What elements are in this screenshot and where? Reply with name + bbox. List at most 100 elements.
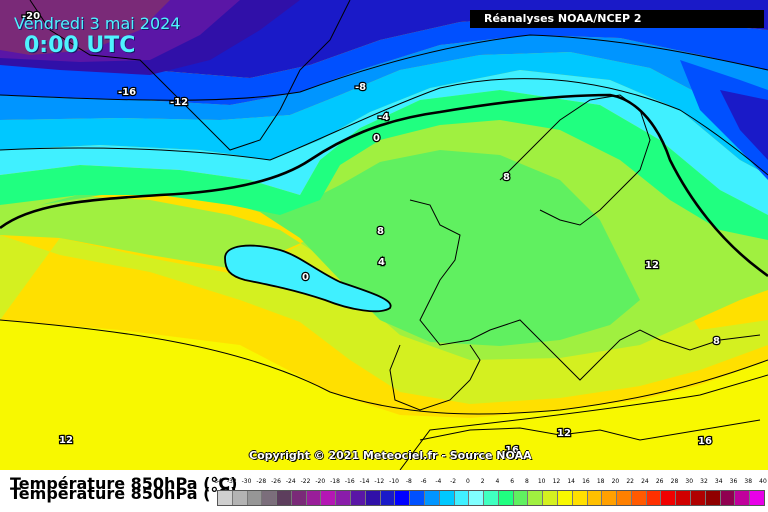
legend-tick-label: -20 bbox=[315, 478, 326, 485]
legend-tick-label: -34 bbox=[212, 478, 222, 485]
legend-swatch bbox=[513, 491, 529, 505]
isotherm-warm-2 bbox=[399, 374, 768, 470]
europe-coastline bbox=[409, 199, 761, 381]
legend-tick-label: 40 bbox=[759, 478, 767, 485]
legend-tick-label: -14 bbox=[359, 478, 370, 485]
isotherm-label: 8 bbox=[713, 336, 720, 347]
legend-swatch bbox=[306, 491, 322, 505]
legend-tick-label: 8 bbox=[524, 478, 529, 485]
legend-tick-label: 6 bbox=[510, 478, 515, 485]
legend-swatch bbox=[291, 491, 307, 505]
legend-swatch bbox=[498, 491, 514, 505]
legend-swatch bbox=[735, 491, 751, 505]
iberia-coastline bbox=[389, 344, 481, 411]
legend-swatch bbox=[720, 491, 736, 505]
legend-tick-label: 22 bbox=[626, 478, 635, 485]
legend-tick-label: 14 bbox=[567, 478, 575, 485]
variable-title-shadow: Température 850hPa (°C) bbox=[10, 484, 238, 503]
isotherm-warm-1 bbox=[0, 319, 768, 415]
legend-swatch bbox=[351, 491, 366, 505]
band-light-blue bbox=[0, 35, 768, 125]
legend-swatch bbox=[528, 491, 544, 505]
band-mint bbox=[0, 90, 768, 240]
legend-ticks: -34 -32 -30 -28 -26 -24 -22 -20 -18 -16 -14 -12 -10-… bbox=[212, 478, 767, 490]
legend-swatch bbox=[365, 491, 381, 505]
legend-tick-label: -24 bbox=[285, 478, 296, 485]
color-legend: -34 -32 -30 -28 -26 -24 -22 -20 -18 -16 -14 -12 -10-… bbox=[212, 478, 767, 506]
legend-swatch bbox=[454, 491, 470, 505]
isotherm-label: 12 bbox=[59, 435, 73, 446]
legend-tick-label: 36 bbox=[729, 478, 738, 485]
legend-tick-label: -6 bbox=[420, 478, 427, 485]
legend-swatch bbox=[395, 491, 411, 505]
legend-swatch bbox=[277, 491, 292, 505]
legend-swatch bbox=[424, 491, 440, 505]
legend-tick-label: 30 bbox=[685, 478, 694, 485]
legend-swatch bbox=[410, 491, 425, 505]
legend-tick-label: 4 bbox=[495, 478, 500, 485]
legend-tick-label: 0 bbox=[465, 478, 470, 485]
legend-swatch bbox=[336, 491, 352, 505]
scandinavia-coastline bbox=[499, 94, 651, 226]
copyright-notice: Copyright © 2021 Meteociel.fr - Source N… bbox=[249, 449, 532, 462]
legend-tick-label: 20 bbox=[611, 478, 620, 485]
legend-swatch bbox=[380, 491, 396, 505]
greenland-outline bbox=[29, 0, 351, 151]
legend-swatch bbox=[617, 491, 632, 505]
isotherm-label: 12 bbox=[557, 428, 571, 439]
legend-tick-label: -8 bbox=[405, 478, 412, 485]
legend-swatch bbox=[572, 491, 588, 505]
band-sky bbox=[0, 52, 768, 175]
legend-swatch bbox=[705, 491, 721, 505]
legend-swatch bbox=[750, 491, 764, 505]
legend-tick-label: 28 bbox=[670, 478, 679, 485]
legend-swatch bbox=[484, 491, 499, 505]
isotherm-label: 0 bbox=[302, 272, 309, 283]
legend-swatch bbox=[661, 491, 677, 505]
source-banner: Réanalyses NOAA/NCEP 2 bbox=[470, 10, 764, 28]
band-green-cyan bbox=[40, 150, 640, 346]
legend-tick-label: 10 bbox=[537, 478, 546, 485]
legend-tick-label: -4 bbox=[435, 478, 442, 485]
isotherm-label: -16 bbox=[118, 87, 136, 98]
legend-tick-label: 12 bbox=[552, 478, 561, 485]
legend-tick-label: 26 bbox=[655, 478, 664, 485]
legend-tick-label: 2 bbox=[480, 478, 485, 485]
band-east-deep-blue bbox=[720, 90, 768, 160]
band-east-blue bbox=[680, 60, 768, 180]
legend-tick-label: -16 bbox=[344, 478, 355, 485]
mediterranean-coastline bbox=[419, 419, 761, 441]
legend-tick-label: -30 bbox=[241, 478, 252, 485]
isotherm-cold-1 bbox=[0, 78, 768, 176]
legend-swatch bbox=[676, 491, 691, 505]
legend-tick-label: -2 bbox=[450, 478, 457, 485]
isotherm-label: 16 bbox=[505, 445, 519, 456]
isotherm-label: 8 bbox=[503, 172, 510, 183]
legend-swatch bbox=[646, 491, 662, 505]
legend-swatch bbox=[321, 491, 337, 505]
map-time: 0:00 UTC bbox=[24, 33, 136, 58]
map-date: Vendredi 3 mai 2024 bbox=[14, 14, 181, 33]
band-blue bbox=[0, 15, 768, 105]
legend-tick-label: 24 bbox=[641, 478, 649, 485]
legend-tick-label: 16 bbox=[582, 478, 590, 485]
legend-tick-label: -18 bbox=[330, 478, 340, 485]
temperature-map: -20 -16 -12 -8 -4 0 0 8 4 8 12 8 12 12 1… bbox=[0, 0, 768, 470]
legend-tick-label: -32 bbox=[226, 478, 237, 485]
isotherm-label: 8 bbox=[377, 226, 384, 237]
legend-swatch bbox=[232, 491, 248, 505]
isotherm-label: -20 bbox=[22, 11, 40, 22]
legend-swatch bbox=[587, 491, 603, 505]
isotherm-label: 16 bbox=[698, 436, 712, 447]
legend-bar bbox=[217, 490, 765, 506]
legend-tick-label: -12 bbox=[374, 478, 385, 485]
legend-swatch bbox=[602, 491, 618, 505]
legend-tick-label: 38 bbox=[744, 478, 753, 485]
atlantic-cold-pocket bbox=[224, 244, 392, 313]
legend-swatch bbox=[262, 491, 278, 505]
legend-tick-label: -22 bbox=[300, 478, 311, 485]
isotherm-label: 4 bbox=[378, 257, 385, 268]
legend-swatch bbox=[691, 491, 706, 505]
variable-title: Température 850hPa (°C) bbox=[10, 474, 238, 493]
isotherm-cold-2 bbox=[0, 34, 768, 101]
